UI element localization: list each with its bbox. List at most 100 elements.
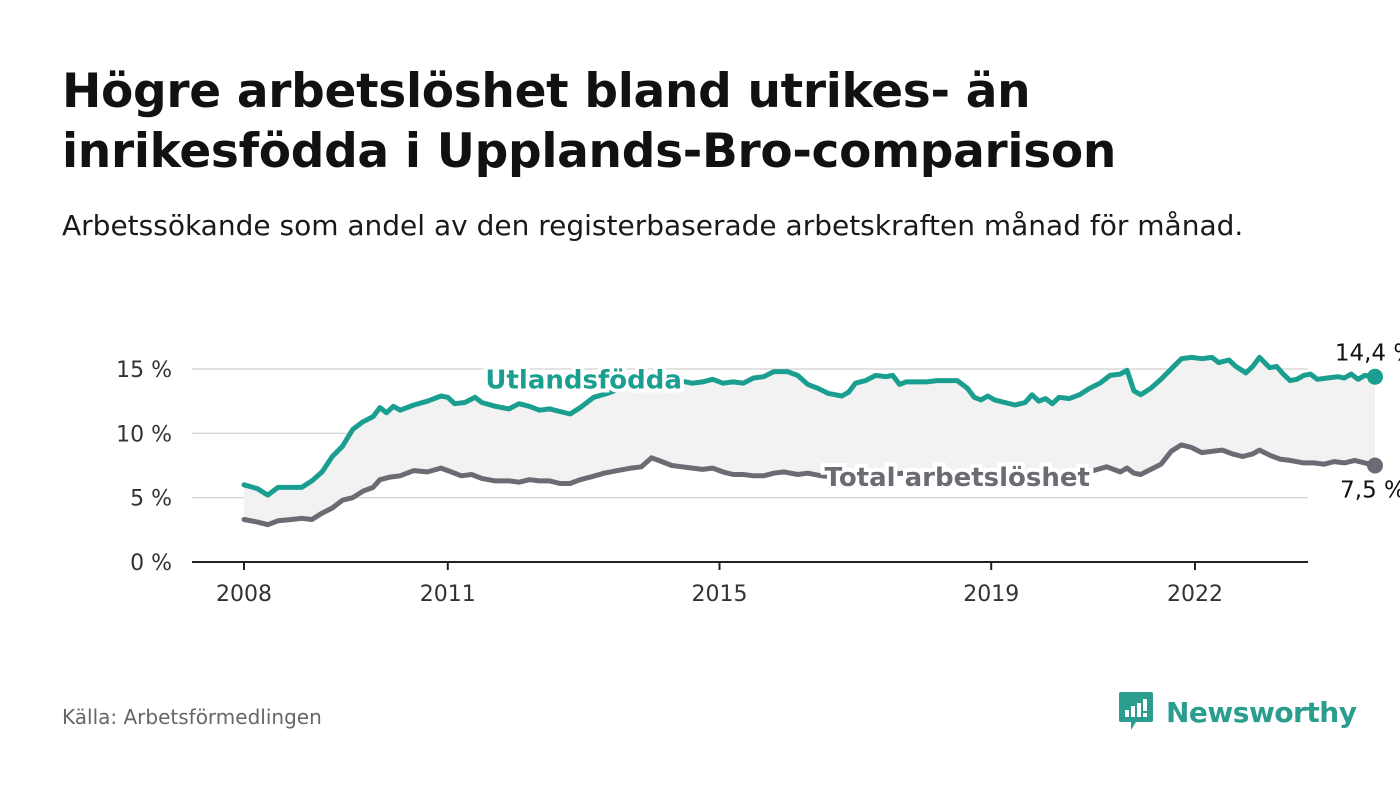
data-point: [588, 475, 593, 480]
series-label-total-arbetsloshet: Total arbetslöshet: [825, 463, 1090, 493]
data-point: [371, 485, 376, 490]
data-point: [985, 394, 990, 399]
data-point: [1131, 471, 1136, 476]
data-point: [846, 390, 851, 395]
data-point: [1288, 458, 1293, 463]
data-point: [1148, 386, 1153, 391]
data-point: [537, 408, 542, 413]
data-point: [449, 469, 454, 474]
data-point: [411, 403, 416, 408]
data-point: [1104, 464, 1109, 469]
data-point: [1199, 450, 1204, 455]
data-point: [890, 373, 895, 378]
data-point: [384, 410, 389, 415]
data-point: [1356, 377, 1361, 382]
data-point: [391, 404, 396, 409]
data-point: [1311, 460, 1316, 465]
data-point: [761, 374, 766, 379]
data-point: [629, 466, 634, 471]
data-point: [398, 473, 403, 478]
data-point: [276, 485, 281, 490]
data-point: [731, 472, 736, 477]
data-point: [469, 472, 474, 477]
data-point: [517, 401, 522, 406]
data-point: [1332, 459, 1337, 464]
data-point: [1233, 364, 1238, 369]
data-point: [1118, 372, 1123, 377]
data-point: [265, 522, 270, 527]
data-point: [934, 378, 939, 383]
data-point: [506, 478, 511, 483]
data-point: [805, 382, 810, 387]
data-point: [473, 395, 478, 400]
data-point: [360, 489, 365, 494]
data-point: [1250, 364, 1255, 369]
data-point: [1227, 358, 1232, 363]
data-point: [578, 477, 583, 482]
data-point: [479, 476, 484, 481]
data-point: [690, 466, 695, 471]
data-point: [350, 427, 355, 432]
data-point: [897, 382, 902, 387]
data-point: [1118, 469, 1123, 474]
data-point: [547, 478, 552, 483]
x-tick-label: 2008: [216, 582, 272, 607]
data-point: [853, 381, 858, 386]
data-point: [826, 391, 831, 396]
data-point: [309, 478, 314, 483]
data-point: [731, 379, 736, 384]
data-point: [568, 412, 573, 417]
chart-title: Högre arbetslöshet bland utrikes- än inr…: [62, 64, 1117, 179]
data-point: [1179, 442, 1184, 447]
data-point: [1210, 355, 1215, 360]
data-point: [265, 493, 270, 498]
data-point: [1169, 367, 1174, 372]
data-point: [557, 481, 562, 486]
data-point: [388, 475, 393, 480]
x-tick-label: 2022: [1167, 582, 1223, 607]
data-point: [795, 472, 800, 477]
data-point: [330, 506, 335, 511]
data-point: [1148, 467, 1153, 472]
data-point: [1179, 356, 1184, 361]
y-tick-label: 0 %: [130, 551, 172, 576]
data-point: [1230, 451, 1235, 456]
data-point: [1322, 462, 1327, 467]
data-point: [557, 409, 562, 414]
series-line-total-arbetsloshet: [241, 442, 1378, 528]
data-point: [547, 406, 552, 411]
data-point: [771, 369, 776, 374]
data-point: [1335, 374, 1340, 379]
data-point: [1240, 454, 1245, 459]
data-point: [700, 467, 705, 472]
data-point: [972, 395, 977, 400]
data-point: [1091, 468, 1096, 473]
data-point: [1243, 370, 1248, 375]
data-point: [1352, 458, 1357, 463]
data-point: [320, 469, 325, 474]
data-point: [1349, 372, 1354, 377]
data-point: [761, 473, 766, 478]
data-point: [965, 386, 970, 391]
x-tick-label: 2015: [692, 582, 748, 607]
data-point: [1159, 377, 1164, 382]
data-point: [1257, 448, 1262, 453]
data-point: [309, 517, 314, 522]
data-point: [1131, 388, 1136, 393]
data-point: [710, 377, 715, 382]
data-point: [816, 386, 821, 391]
chart-subtitle: Arbetssökande som andel av den registerb…: [62, 209, 1244, 242]
data-point: [669, 463, 674, 468]
data-point: [1308, 372, 1313, 377]
data-point: [805, 471, 810, 476]
data-point: [1199, 356, 1204, 361]
data-point: [452, 401, 457, 406]
data-point: [1325, 376, 1330, 381]
data-point: [340, 498, 345, 503]
data-point: [1002, 400, 1007, 405]
data-point: [459, 473, 464, 478]
x-tick-label: 2019: [963, 582, 1019, 607]
data-point: [1138, 472, 1143, 477]
data-point: [659, 459, 664, 464]
data-point: [1087, 386, 1092, 391]
